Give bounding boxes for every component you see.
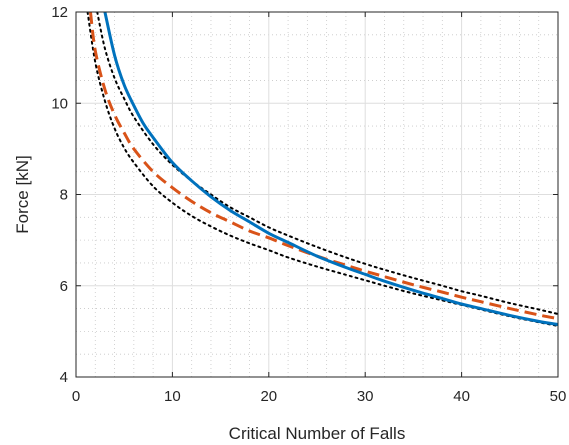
x-tick-labels: 0 10 20 30 40 50 bbox=[72, 388, 567, 405]
series-layer bbox=[86, 12, 558, 327]
series-line-1-solid bbox=[103, 12, 558, 327]
x-tick-label: 50 bbox=[550, 388, 567, 405]
x-tick-label: 10 bbox=[164, 388, 181, 405]
y-tick-label: 4 bbox=[60, 369, 68, 386]
y-tick-label: 10 bbox=[51, 95, 68, 112]
x-tick-label: 20 bbox=[260, 388, 277, 405]
y-axis-label: Force [kN] bbox=[13, 155, 32, 233]
x-tick-label: 0 bbox=[72, 388, 80, 405]
series-line-2-dashed bbox=[88, 12, 558, 321]
y-tick-labels: 4 6 8 10 12 bbox=[51, 4, 68, 386]
x-tick-label: 40 bbox=[453, 388, 470, 405]
series-line-3-dotted bbox=[96, 12, 558, 316]
x-tick-label: 30 bbox=[357, 388, 374, 405]
y-tick-label: 6 bbox=[60, 278, 68, 295]
y-tick-label: 8 bbox=[60, 187, 68, 204]
minor-grid bbox=[76, 12, 558, 377]
x-axis-label: Critical Number of Falls bbox=[229, 424, 406, 443]
axis-ticks bbox=[75, 11, 559, 378]
y-tick-label: 12 bbox=[51, 4, 68, 21]
